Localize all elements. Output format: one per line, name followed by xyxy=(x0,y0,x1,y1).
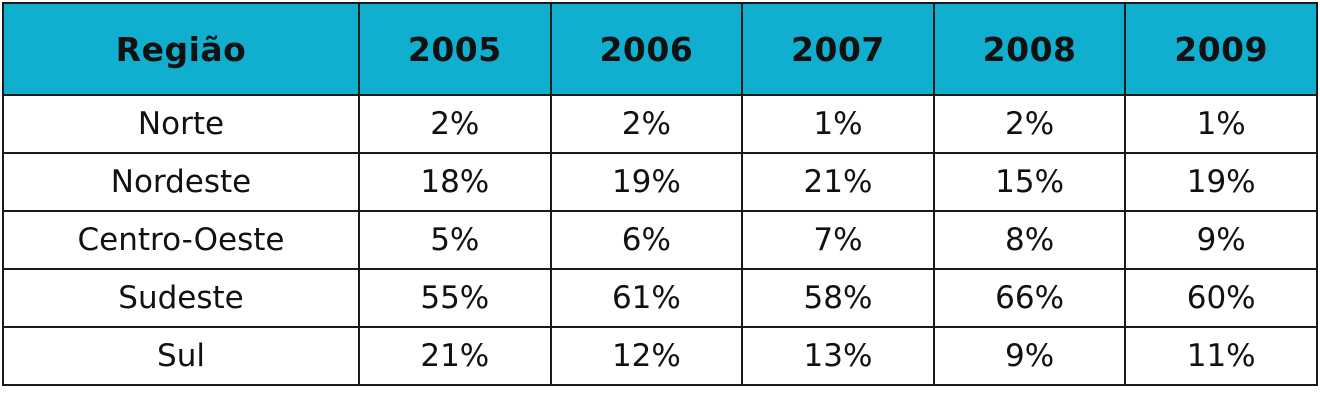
region-name-cell: Sul xyxy=(2,326,360,386)
table-row: Norte 2% 2% 1% 2% 1% xyxy=(2,94,1318,154)
value-cell: 9% xyxy=(1124,210,1318,270)
table-body: Norte 2% 2% 1% 2% 1% Nordeste 18% 19% 21% 15% 19% Ce… xyxy=(2,94,1318,386)
region-year-table: Região 2005 2006 2007 2008 2009 Norte 2% 2% 1% 2%… xyxy=(2,2,1318,386)
value-cell: 60% xyxy=(1124,268,1318,328)
header-row: Região 2005 2006 2007 2008 2009 xyxy=(2,2,1318,96)
table-row: Centro-Oeste 5% 6% 7% 8% 9% xyxy=(2,210,1318,270)
region-name-cell: Nordeste xyxy=(2,152,360,212)
value-cell: 19% xyxy=(1124,152,1318,212)
value-cell: 21% xyxy=(358,326,552,386)
value-cell: 9% xyxy=(932,326,1127,386)
value-cell: 8% xyxy=(932,210,1127,270)
header-cell-year: 2005 xyxy=(358,2,552,96)
table-row: Sul 21% 12% 13% 9% 11% xyxy=(2,326,1318,386)
value-cell: 21% xyxy=(741,152,935,212)
header-cell-year: 2006 xyxy=(549,2,744,96)
value-cell: 13% xyxy=(741,326,935,386)
value-cell: 2% xyxy=(358,94,552,154)
value-cell: 7% xyxy=(741,210,935,270)
value-cell: 12% xyxy=(549,326,744,386)
region-name-cell: Centro-Oeste xyxy=(2,210,360,270)
value-cell: 6% xyxy=(549,210,744,270)
value-cell: 15% xyxy=(932,152,1127,212)
table-row: Nordeste 18% 19% 21% 15% 19% xyxy=(2,152,1318,212)
value-cell: 2% xyxy=(932,94,1127,154)
value-cell: 66% xyxy=(932,268,1127,328)
region-name-cell: Sudeste xyxy=(2,268,360,328)
data-table-container: Região 2005 2006 2007 2008 2009 Norte 2% 2% 1% 2%… xyxy=(2,2,1318,386)
value-cell: 1% xyxy=(1124,94,1318,154)
value-cell: 55% xyxy=(358,268,552,328)
header-cell-year: 2009 xyxy=(1124,2,1318,96)
header-cell-year: 2008 xyxy=(932,2,1127,96)
value-cell: 61% xyxy=(549,268,744,328)
value-cell: 11% xyxy=(1124,326,1318,386)
table-row: Sudeste 55% 61% 58% 66% 60% xyxy=(2,268,1318,328)
header-cell-year: 2007 xyxy=(741,2,935,96)
region-name-cell: Norte xyxy=(2,94,360,154)
header-cell-region: Região xyxy=(2,2,360,96)
value-cell: 2% xyxy=(549,94,744,154)
table-header: Região 2005 2006 2007 2008 2009 xyxy=(2,2,1318,96)
value-cell: 5% xyxy=(358,210,552,270)
value-cell: 58% xyxy=(741,268,935,328)
value-cell: 19% xyxy=(549,152,744,212)
value-cell: 18% xyxy=(358,152,552,212)
value-cell: 1% xyxy=(741,94,935,154)
